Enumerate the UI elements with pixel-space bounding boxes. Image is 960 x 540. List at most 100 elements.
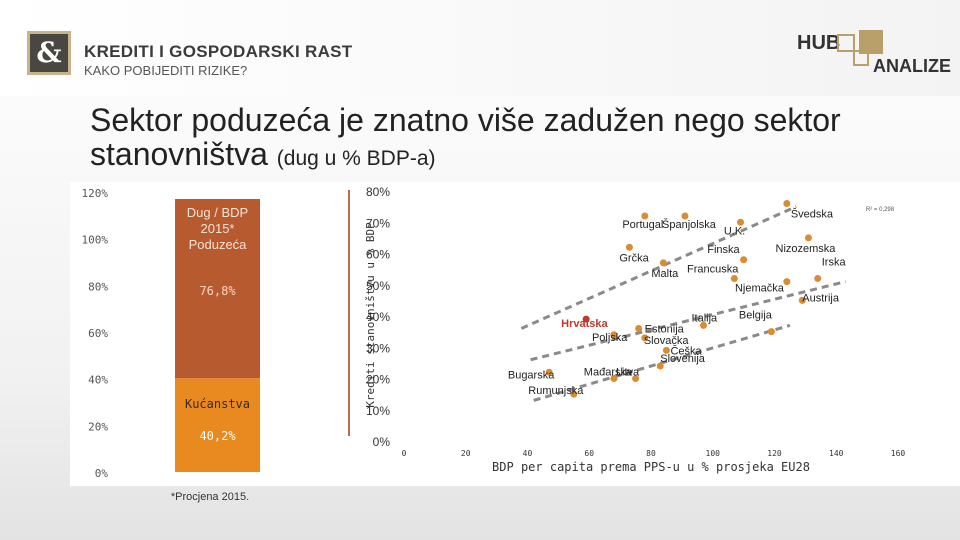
scatter-point xyxy=(699,321,707,329)
scatter-point-label: Rumunjska xyxy=(528,385,584,397)
scatter-point-label: Malta xyxy=(651,268,679,280)
scatter-point-label: Njemačka xyxy=(735,283,785,295)
bar-y-tick-label: 40% xyxy=(88,374,108,387)
hub-logo-text: HUB xyxy=(797,32,841,54)
scatter-point-label: U.K. xyxy=(724,225,745,237)
scatter-x-tick-label: 140 xyxy=(829,449,844,458)
scatter-y-tick-label: 40% xyxy=(366,310,390,324)
header-bar xyxy=(0,0,960,96)
scatter-point-label: Mađarska xyxy=(584,367,633,379)
bar-segment-title: Kućanstva xyxy=(185,397,250,411)
scatter-point-label: Slovenija xyxy=(660,353,706,365)
scatter-point-label: Irska xyxy=(822,257,847,269)
scatter-point xyxy=(632,375,640,382)
scatter-y-tick-label: 10% xyxy=(366,404,390,418)
scatter-point-label: Litva xyxy=(616,367,640,379)
bar-y-tick-label: 60% xyxy=(88,327,108,340)
scatter-point-label: Češka xyxy=(670,344,702,357)
scatter-point-label: Italija xyxy=(691,312,718,324)
bar-segment-title: Poduzeća xyxy=(189,237,248,252)
scatter-x-tick-label: 120 xyxy=(767,449,782,458)
scatter-point xyxy=(814,275,822,282)
scatter-y-tick-label: 80% xyxy=(366,185,390,199)
bar-y-tick-label: 100% xyxy=(82,234,109,247)
scatter-point xyxy=(582,315,590,323)
trendline-0 xyxy=(520,205,797,330)
scatter-point-label: Grčka xyxy=(619,252,649,264)
logo-square-icon xyxy=(853,50,869,66)
scatter-point-label: Poljska xyxy=(592,332,628,344)
scatter-x-tick-label: 160 xyxy=(891,449,906,458)
scatter-point xyxy=(767,328,775,336)
scatter-point xyxy=(610,375,618,382)
scatter-point xyxy=(730,275,738,282)
scatter-point xyxy=(740,256,748,264)
scatter-x-tick-label: 20 xyxy=(461,449,471,458)
brand-title: KREDITI I GOSPODARSKI RAST xyxy=(84,42,353,61)
scatter-point-label: Slovačka xyxy=(644,335,690,347)
scatter-point-label: Švedska xyxy=(791,208,834,221)
bar-segment-title: 2015* xyxy=(201,221,235,236)
trendline-1 xyxy=(530,280,846,362)
scatter-point-label: Španjolska xyxy=(662,218,717,231)
scatter-point-label: Portugal xyxy=(622,219,663,231)
scatter-point xyxy=(662,346,670,354)
scatter-point xyxy=(783,200,791,207)
scatter-x-tick-label: 100 xyxy=(706,449,721,458)
scatter-point xyxy=(798,296,806,304)
ampersand-logo-icon: & xyxy=(27,31,71,75)
bar-y-tick-label: 80% xyxy=(88,280,108,293)
scatter-point xyxy=(545,368,553,376)
slide-title: Sektor poduzeća je znatno više zadužen n… xyxy=(90,103,890,176)
scatter-point xyxy=(641,334,649,342)
brand-subtitle: KAKO POBIJEDITI RIZIKE? xyxy=(84,63,248,78)
bar-y-tick-label: 120% xyxy=(82,187,109,200)
scatter-point xyxy=(783,278,791,286)
scatter-y-tick-label: 70% xyxy=(366,216,390,230)
bar-segment-1 xyxy=(175,199,260,379)
scatter-point xyxy=(681,212,689,220)
scatter-point-label: Estonija xyxy=(645,324,685,336)
logo-square-icon xyxy=(837,34,855,52)
scatter-x-tick-label: 0 xyxy=(402,449,407,458)
scatter-point xyxy=(737,218,745,226)
scatter-point-label: Austrija xyxy=(802,292,840,304)
scatter-point-label: Francuska xyxy=(687,264,739,276)
bar-data-label: 40,2% xyxy=(199,429,236,443)
bar-y-tick-label: 0% xyxy=(95,467,109,480)
scatter-point-label: Finska xyxy=(707,244,740,256)
scatter-point xyxy=(635,325,643,332)
scatter-point xyxy=(659,259,667,267)
scatter-point-label: Nizozemska xyxy=(776,243,837,255)
scatter-y-tick-label: 0% xyxy=(373,435,391,449)
analize-logo-text: ANALIZE xyxy=(873,56,951,76)
scatter-point xyxy=(570,390,578,398)
r-squared-label: R² = 0,298 xyxy=(866,207,895,213)
bar-y-tick-label: 20% xyxy=(88,420,108,433)
scatter-y-tick-label: 20% xyxy=(366,373,390,387)
scatter-point-label: Hrvatska xyxy=(561,318,608,330)
slide-title-suffix: (dug u % BDP-a) xyxy=(276,147,436,170)
bar-data-label: 76,8% xyxy=(199,284,236,298)
scatter-y-axis-title: Krediti stanovništvu u % BDP xyxy=(364,222,377,408)
scatter-point xyxy=(656,362,664,370)
scatter-y-tick-label: 30% xyxy=(366,341,390,355)
scatter-point xyxy=(641,212,649,220)
scatter-y-tick-label: 60% xyxy=(366,248,390,262)
scatter-point-label: Bugarska xyxy=(508,369,555,381)
scatter-x-axis-title: BDP per capita prema PPS-u u % prosjeka … xyxy=(492,460,810,474)
scatter-x-tick-label: 60 xyxy=(584,449,594,458)
scatter-point xyxy=(625,243,633,251)
scatter-point-label: Belgija xyxy=(739,310,773,322)
bar-segment-0 xyxy=(175,378,260,472)
bar-segment-title: Dug / BDP xyxy=(187,205,248,220)
bar-footnote: *Procjena 2015. xyxy=(171,491,249,503)
scatter-x-tick-label: 40 xyxy=(523,449,533,458)
hub-analize-logo: HUB ANALIZE xyxy=(797,30,951,78)
scatter-y-tick-label: 50% xyxy=(366,279,390,293)
scatter-x-tick-label: 80 xyxy=(646,449,656,458)
scatter-point xyxy=(610,331,618,339)
scatter-point xyxy=(804,234,812,242)
slide-title-main: Sektor poduzeća je znatno više zadužen n… xyxy=(90,102,841,172)
